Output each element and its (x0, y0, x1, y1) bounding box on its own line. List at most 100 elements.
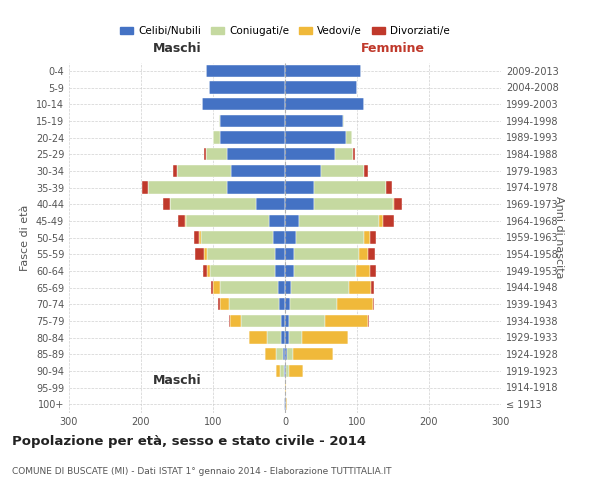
Bar (335, 148, 353, 160)
Bar (285, 264, 295, 277)
Bar (295, 248, 359, 260)
Bar (292, 281, 349, 293)
Bar (386, 181, 392, 194)
Bar (289, 314, 325, 327)
Legend: Celibi/Nubili, Coniugati/e, Vedovi/e, Divorziati/e: Celibi/Nubili, Coniugati/e, Vedovi/e, Di… (116, 22, 454, 40)
Bar (220, 131, 285, 144)
Text: Maschi: Maschi (152, 42, 202, 56)
Bar (285, 364, 286, 377)
Bar (285, 131, 346, 144)
Text: Maschi: Maschi (152, 374, 202, 387)
Bar (393, 198, 394, 210)
Bar (285, 198, 314, 210)
Text: Femmine: Femmine (361, 42, 425, 56)
Bar (337, 298, 373, 310)
Bar (203, 148, 206, 160)
Bar (296, 231, 364, 244)
Bar (213, 281, 220, 293)
Bar (227, 181, 285, 194)
Bar (142, 181, 148, 194)
Bar (227, 148, 285, 160)
Bar (219, 114, 220, 127)
Bar (379, 214, 383, 227)
Bar (173, 164, 177, 177)
Bar (368, 248, 375, 260)
Bar (285, 398, 286, 410)
Y-axis label: Fasce di età: Fasce di età (20, 204, 30, 270)
Bar (177, 164, 231, 177)
Bar (220, 114, 285, 127)
Bar (249, 331, 267, 344)
Bar (284, 364, 285, 377)
Bar (289, 364, 303, 377)
Y-axis label: Anni di nascita: Anni di nascita (554, 196, 564, 278)
Bar (285, 181, 314, 194)
Bar (241, 314, 281, 327)
Bar (285, 331, 289, 344)
Bar (285, 281, 292, 293)
Bar (187, 214, 269, 227)
Bar (368, 314, 369, 327)
Bar (285, 381, 286, 394)
Bar (321, 164, 364, 177)
Bar (284, 398, 285, 410)
Bar (275, 248, 285, 260)
Bar (290, 298, 337, 310)
Bar (343, 114, 344, 127)
Bar (349, 281, 371, 293)
Bar (287, 348, 293, 360)
Bar (293, 348, 332, 360)
Bar (202, 231, 274, 244)
Bar (370, 231, 376, 244)
Bar (229, 314, 230, 327)
Bar (285, 64, 361, 77)
Bar (359, 248, 368, 260)
Bar (285, 248, 295, 260)
Bar (231, 164, 285, 177)
Bar (148, 181, 227, 194)
Bar (229, 298, 279, 310)
Bar (285, 164, 321, 177)
Bar (286, 364, 289, 377)
Bar (206, 148, 227, 160)
Bar (210, 264, 275, 277)
Bar (211, 281, 213, 293)
Bar (314, 181, 386, 194)
Bar (277, 364, 280, 377)
Bar (346, 131, 352, 144)
Bar (206, 64, 285, 77)
Bar (285, 114, 343, 127)
Bar (220, 281, 278, 293)
Bar (203, 264, 206, 277)
Bar (278, 281, 285, 293)
Bar (295, 264, 356, 277)
Bar (394, 198, 401, 210)
Bar (275, 348, 283, 360)
Bar (170, 198, 256, 210)
Bar (283, 348, 285, 360)
Bar (285, 81, 357, 94)
Bar (279, 298, 285, 310)
Bar (203, 248, 206, 260)
Bar (281, 331, 285, 344)
Bar (373, 298, 374, 310)
Bar (285, 231, 296, 244)
Bar (285, 98, 364, 110)
Bar (206, 264, 210, 277)
Bar (274, 231, 285, 244)
Bar (299, 214, 379, 227)
Bar (195, 248, 203, 260)
Bar (325, 314, 368, 327)
Bar (364, 164, 368, 177)
Bar (383, 214, 394, 227)
Bar (202, 98, 285, 110)
Bar (199, 231, 202, 244)
Bar (194, 231, 199, 244)
Bar (289, 331, 302, 344)
Text: Popolazione per età, sesso e stato civile - 2014: Popolazione per età, sesso e stato civil… (12, 435, 366, 448)
Bar (285, 314, 289, 327)
Bar (280, 364, 284, 377)
Bar (281, 314, 285, 327)
Text: COMUNE DI BUSCATE (MI) - Dati ISTAT 1° gennaio 2014 - Elaborazione TUTTITALIA.IT: COMUNE DI BUSCATE (MI) - Dati ISTAT 1° g… (12, 468, 392, 476)
Bar (256, 198, 285, 210)
